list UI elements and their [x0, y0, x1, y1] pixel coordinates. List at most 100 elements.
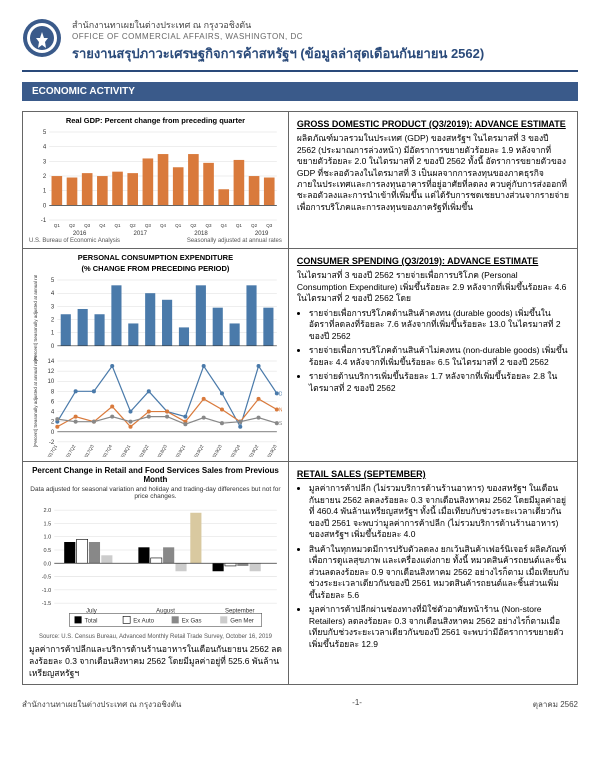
gdp-chart: -1 0 1 2 3 4 5 Q1 Q2 Q3 Q4 Q1 Q2 Q3 Q4 Q1 Q2 Q3 Q4 Q1 Q2 Q3 20…	[29, 127, 282, 238]
agency-seal-icon	[22, 18, 62, 58]
svg-text:14: 14	[48, 359, 55, 365]
pce-chart-title1: PERSONAL CONSUMPTION EXPENDITURE	[78, 253, 233, 262]
svg-text:2: 2	[51, 420, 55, 426]
svg-text:-1.5: -1.5	[42, 602, 52, 608]
gdp-heading: GROSS DOMESTIC PRODUCT (Q3/2019): ADVANC…	[297, 118, 569, 130]
svg-text:Q1: Q1	[54, 223, 61, 228]
svg-text:Q4: Q4	[221, 223, 228, 228]
svg-text:0: 0	[51, 430, 55, 436]
svg-text:4: 4	[43, 145, 47, 151]
svg-text:4: 4	[51, 410, 55, 416]
page-header: สำนักงานทาเผยในต่างประเทศ ณ กรุงวอชิงตัน…	[22, 18, 578, 72]
svg-text:-0.5: -0.5	[42, 575, 52, 581]
svg-text:2017Q1: 2017Q1	[46, 444, 59, 458]
svg-text:Q4: Q4	[160, 223, 167, 228]
svg-text:2: 2	[43, 174, 47, 180]
svg-text:[Percent] Seasonally adjusted: [Percent] Seasonally adjusted at annual …	[33, 355, 38, 447]
svg-text:Gen Mer: Gen Mer	[230, 619, 254, 625]
pce-chart: 012345[Percent] Seasonally adjusted at a…	[29, 275, 282, 457]
svg-text:4: 4	[51, 291, 55, 297]
report-title: รายงานสรุปภาวะเศรษฐกิจการค้าสหรัฐฯ (ข้อม…	[72, 43, 578, 64]
svg-text:Q1: Q1	[114, 223, 121, 228]
svg-text:2019Q2: 2019Q2	[247, 444, 260, 458]
svg-text:3: 3	[43, 159, 47, 165]
svg-text:2019Q1: 2019Q1	[174, 444, 187, 458]
svg-text:-1.0: -1.0	[42, 588, 52, 594]
svg-text:2: 2	[51, 318, 55, 324]
svg-text:0.0: 0.0	[44, 562, 52, 568]
svg-text:1: 1	[51, 331, 55, 337]
svg-text:Q3: Q3	[206, 223, 213, 228]
svg-text:6: 6	[51, 400, 55, 406]
retail-chart-title: Percent Change in Retail and Food Servic…	[29, 466, 282, 484]
svg-text:2017Q3: 2017Q3	[82, 444, 95, 458]
pce-heading: CONSUMER SPENDING (Q3/2019): ADVANCE EST…	[297, 255, 569, 267]
pce-chart-title2: (% CHANGE FROM PRECEDING PERIOD)	[81, 264, 229, 273]
svg-text:1.0: 1.0	[44, 535, 52, 541]
retail-bottom-note: มูลค่าการค้าปลีกและบริการด้านร้านอาหารใน…	[29, 644, 282, 680]
svg-text:-1: -1	[41, 218, 47, 224]
footer-center: -1-	[352, 698, 362, 711]
page-footer: สำนักงานทาเผยในต่างประเทศ ณ กรุงวอชิงตัน…	[22, 698, 578, 711]
svg-text:2019Q2: 2019Q2	[192, 444, 205, 458]
pce-intro: ในไตรมาสที่ 3 ของปี 2562 รายจ่ายเพื่อการ…	[297, 270, 569, 304]
svg-text:SERVICES: SERVICES	[279, 421, 282, 427]
svg-text:2018Q2: 2018Q2	[137, 444, 150, 458]
svg-text:2.0: 2.0	[44, 508, 52, 514]
svg-text:3: 3	[51, 305, 55, 311]
svg-text:2017Q4: 2017Q4	[101, 444, 114, 458]
svg-text:2019Q4: 2019Q4	[229, 444, 242, 458]
svg-text:Q2: Q2	[130, 223, 137, 228]
svg-text:[Percent] Seasonally adjusted: [Percent] Seasonally adjusted at annual …	[33, 275, 38, 361]
svg-text:Q4: Q4	[99, 223, 106, 228]
pce-bullet-list: รายจ่ายเพื่อการบริโภคด้านสินค้าคงทน (dur…	[297, 308, 569, 394]
gdp-row: Real GDP: Percent change from preceding …	[22, 111, 578, 249]
svg-text:DURABLE: DURABLE	[279, 392, 282, 398]
retail-heading: RETAIL SALES (SEPTEMBER)	[297, 468, 569, 480]
section-heading: ECONOMIC ACTIVITY	[22, 82, 578, 101]
list-item: รายจ่ายเพื่อการบริโภคด้านสินค้าไม่คงทน (…	[309, 345, 569, 368]
svg-text:2017Q2: 2017Q2	[64, 444, 77, 458]
svg-text:0: 0	[43, 203, 47, 209]
retail-source: Source: U.S. Census Bureau, Advanced Mon…	[39, 634, 272, 640]
gdp-source-left: U.S. Bureau of Economic Analysis	[29, 238, 120, 244]
svg-text:1.5: 1.5	[44, 522, 52, 528]
svg-text:2016: 2016	[73, 231, 87, 237]
svg-text:Q3: Q3	[145, 223, 152, 228]
list-item: มูลค่าการค้าปลีกผ่านช่องทางที่มิใช่ตัวอา…	[309, 604, 569, 650]
svg-text:Ex Auto: Ex Auto	[133, 619, 154, 625]
gdp-chart-title: Real GDP: Percent change from preceding …	[66, 116, 245, 125]
agency-name-en: OFFICE OF COMMERCIAL AFFAIRS, WASHINGTON…	[72, 32, 578, 41]
footer-right: ตุลาคม 2562	[533, 698, 578, 711]
svg-text:2019Q3: 2019Q3	[210, 444, 223, 458]
svg-text:Q2: Q2	[190, 223, 197, 228]
svg-text:Q1: Q1	[236, 223, 243, 228]
svg-text:8: 8	[51, 390, 55, 396]
retail-chart: -1.5-1.0-0.50.00.51.01.52.0JulyAugustSep…	[29, 502, 282, 634]
svg-text:NON-DURABLE: NON-DURABLE	[279, 408, 282, 414]
gdp-body: ผลิตภัณฑ์มวลรวมในประเทศ (GDP) ของสหรัฐฯ …	[297, 133, 569, 213]
svg-text:2019Q3: 2019Q3	[265, 444, 278, 458]
svg-text:2018: 2018	[194, 231, 208, 237]
svg-text:Ex Gas: Ex Gas	[182, 619, 202, 625]
retail-chart-subtitle: Data adjusted for seasonal variation and…	[29, 486, 282, 500]
svg-text:Q1: Q1	[175, 223, 182, 228]
svg-text:Q3: Q3	[266, 223, 273, 228]
svg-text:12: 12	[48, 369, 55, 375]
svg-text:Q3: Q3	[84, 223, 91, 228]
svg-text:Q2: Q2	[69, 223, 76, 228]
list-item: สินค้าในทุกหมวดมีการปรับตัวลดลง ยกเว้นสิ…	[309, 544, 569, 601]
svg-text:Q2: Q2	[251, 223, 258, 228]
agency-name-th: สำนักงานทาเผยในต่างประเทศ ณ กรุงวอชิงตัน	[72, 18, 578, 32]
svg-text:2018Q1: 2018Q1	[119, 444, 132, 458]
svg-text:Total: Total	[85, 619, 98, 625]
svg-text:2017: 2017	[134, 231, 148, 237]
svg-text:5: 5	[43, 130, 47, 136]
list-item: รายจ่ายด้านบริการเพิ่มขึ้นร้อยละ 1.7 หลั…	[309, 371, 569, 394]
svg-text:1: 1	[43, 189, 47, 195]
svg-text:2018Q3: 2018Q3	[156, 444, 169, 458]
list-item: มูลค่าการค้าปลีก (ไม่รวมบริการด้านร้านอา…	[309, 483, 569, 540]
footer-left: สำนักงานทาเผยในต่างประเทศ ณ กรุงวอชิงตัน	[22, 698, 181, 711]
svg-text:5: 5	[51, 278, 55, 284]
svg-text:10: 10	[48, 380, 55, 386]
